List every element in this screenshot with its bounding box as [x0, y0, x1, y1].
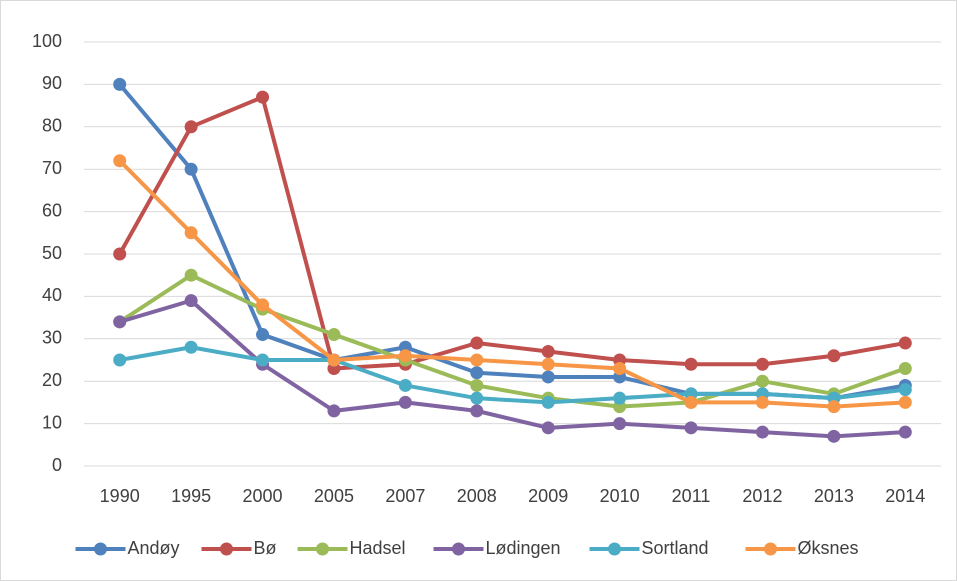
legend-swatch-marker	[764, 542, 777, 556]
data-point	[398, 395, 412, 409]
data-point	[184, 162, 198, 176]
data-point	[327, 404, 341, 418]
data-point	[184, 226, 198, 240]
legend-label: Øksnes	[798, 538, 859, 558]
data-point	[541, 357, 555, 371]
x-tick-label: 2014	[885, 486, 925, 506]
data-point	[755, 425, 769, 439]
y-tick-label: 10	[42, 412, 62, 432]
x-tick-label: 2008	[457, 486, 497, 506]
data-point	[256, 328, 270, 342]
x-tick-label: 1990	[100, 486, 140, 506]
data-point	[541, 345, 555, 359]
data-point	[113, 353, 127, 367]
data-point	[898, 383, 912, 397]
data-point	[613, 361, 627, 375]
y-tick-label: 50	[42, 243, 62, 263]
data-point	[684, 395, 698, 409]
series-line	[118, 273, 906, 409]
legend-swatch-marker	[94, 542, 107, 556]
data-point	[755, 357, 769, 371]
data-point	[398, 378, 412, 392]
data-point	[470, 353, 484, 367]
x-tick-label: 2010	[600, 486, 640, 506]
data-point	[541, 421, 555, 435]
x-tick-label: 2007	[385, 486, 425, 506]
legend-label: Hadsel	[350, 538, 406, 558]
legend-label: Sortland	[642, 538, 709, 558]
data-point	[256, 353, 270, 367]
data-point	[327, 328, 341, 342]
data-point	[613, 417, 627, 431]
data-point	[470, 366, 484, 380]
data-point	[613, 391, 627, 405]
data-point	[470, 336, 484, 350]
y-tick-label: 60	[42, 200, 62, 220]
y-tick-label: 20	[42, 370, 62, 390]
data-point	[541, 370, 555, 384]
legend-label: Andøy	[128, 538, 180, 558]
x-tick-label: 2011	[672, 486, 711, 506]
legend-swatch-marker	[608, 542, 621, 556]
series-line	[117, 95, 906, 371]
data-point	[184, 120, 198, 134]
y-tick-label: 70	[42, 158, 62, 178]
data-point	[184, 340, 198, 354]
data-point	[827, 349, 841, 363]
data-point	[684, 357, 698, 371]
legend-label: Bø	[254, 538, 277, 558]
series-line	[119, 298, 906, 439]
data-point	[541, 395, 555, 409]
legend-swatch-marker	[316, 542, 329, 556]
y-tick-label: 80	[42, 116, 62, 136]
x-tick-label: 2012	[742, 486, 782, 506]
data-point	[470, 404, 484, 418]
y-tick-label: 40	[42, 285, 62, 305]
x-tick-label: 2000	[243, 486, 283, 506]
data-point	[113, 154, 127, 168]
data-point	[398, 349, 412, 363]
data-point	[827, 400, 841, 414]
data-point	[327, 353, 341, 367]
data-point	[184, 268, 198, 282]
x-tick-label: 2009	[528, 486, 568, 506]
x-tick-label: 2005	[314, 486, 354, 506]
data-point	[113, 77, 127, 91]
data-point	[470, 378, 484, 392]
data-point	[827, 429, 841, 443]
data-point	[684, 421, 698, 435]
data-point	[256, 298, 270, 312]
data-point	[184, 294, 198, 308]
data-point	[256, 90, 270, 104]
series-line	[119, 345, 906, 405]
x-tick-label: 2013	[814, 486, 854, 506]
data-point	[898, 336, 912, 350]
data-point	[898, 425, 912, 439]
legend-label: Lødingen	[486, 538, 561, 558]
y-tick-label: 90	[42, 73, 62, 93]
y-tick-label: 30	[42, 328, 62, 348]
y-tick-label: 100	[32, 31, 62, 51]
data-point	[898, 361, 912, 375]
x-tick-label: 1995	[171, 486, 211, 506]
y-tick-label: 0	[52, 455, 62, 475]
data-point	[113, 247, 127, 261]
data-point	[755, 374, 769, 388]
legend-swatch-marker	[452, 542, 465, 556]
series-line	[118, 159, 906, 409]
data-point	[898, 395, 912, 409]
data-point	[113, 315, 127, 329]
data-point	[470, 391, 484, 405]
data-point	[755, 395, 769, 409]
legend-swatch-marker	[220, 542, 233, 556]
